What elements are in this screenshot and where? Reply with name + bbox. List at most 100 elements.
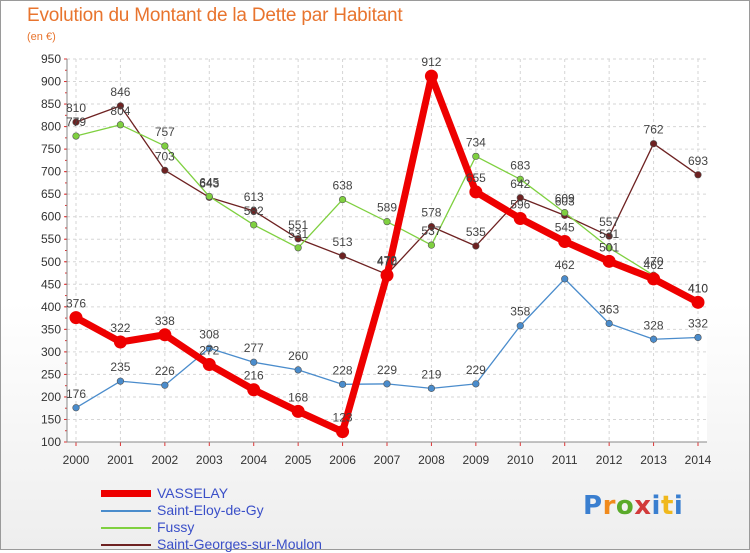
- data-point: [72, 404, 80, 412]
- data-point: [72, 118, 80, 126]
- data-label: 219: [421, 367, 441, 381]
- data-label: 804: [110, 104, 130, 118]
- data-label: 226: [155, 364, 175, 378]
- data-point: [205, 344, 213, 352]
- data-point: [516, 175, 524, 183]
- data-point: [336, 425, 350, 439]
- data-point: [472, 242, 480, 250]
- data-label: 277: [244, 341, 264, 355]
- y-tick-label: 900: [41, 75, 61, 89]
- data-point: [116, 377, 125, 385]
- data-label: 693: [688, 154, 708, 168]
- data-label: 638: [333, 179, 353, 193]
- data-point: [383, 380, 391, 388]
- data-label: 338: [155, 314, 175, 328]
- data-label: 557: [599, 215, 619, 229]
- data-label: 535: [466, 225, 486, 239]
- data-label: 846: [110, 85, 130, 99]
- data-label: 176: [66, 387, 86, 401]
- y-tick-label: 700: [41, 165, 61, 179]
- data-point: [338, 195, 347, 204]
- data-label: 470: [377, 254, 397, 268]
- data-label: 308: [199, 327, 219, 341]
- data-label: 531: [599, 227, 619, 241]
- data-point: [338, 252, 347, 260]
- legend-swatch: [101, 527, 151, 529]
- y-tick-label: 500: [41, 255, 61, 269]
- data-label: 613: [244, 190, 264, 204]
- data-point: [294, 366, 302, 374]
- data-point: [516, 322, 524, 330]
- data-label: 216: [244, 369, 264, 383]
- x-tick-label: 2010: [507, 453, 534, 467]
- data-label: 376: [66, 297, 86, 311]
- y-tick-label: 200: [41, 390, 61, 404]
- x-tick-label: 2003: [196, 453, 223, 467]
- data-label: 551: [288, 218, 308, 232]
- data-label: 757: [155, 125, 175, 139]
- data-label: 328: [644, 318, 664, 332]
- x-tick-label: 2005: [285, 453, 312, 467]
- y-tick-label: 400: [41, 300, 61, 314]
- legend-swatch: [101, 510, 151, 512]
- data-label: 260: [288, 349, 308, 363]
- data-point: [558, 234, 572, 248]
- axes: 100 150 200 250 300 350 400 450 500 550 600 650 700 7…: [41, 52, 712, 467]
- data-point: [605, 244, 613, 252]
- y-tick-label: 100: [41, 435, 61, 449]
- data-label: 322: [110, 321, 130, 335]
- data-label: 410: [688, 281, 708, 295]
- data-point: [427, 223, 436, 231]
- x-tick-label: 2001: [107, 453, 134, 467]
- data-point: [602, 254, 616, 268]
- data-label: 531: [288, 227, 308, 241]
- data-label: 462: [555, 258, 575, 272]
- x-tick-label: 2004: [240, 453, 267, 467]
- proxiti-logo: Proxiti: [583, 491, 683, 521]
- data-point: [380, 268, 394, 282]
- data-label: 762: [644, 123, 664, 137]
- data-point: [513, 212, 527, 226]
- data-point: [158, 328, 172, 342]
- logo-letter: P: [583, 491, 603, 521]
- data-point: [605, 232, 613, 240]
- data-point: [202, 357, 216, 371]
- data-label: 578: [421, 206, 441, 220]
- data-label: 609: [555, 192, 575, 206]
- data-label: 462: [644, 258, 664, 272]
- data-point: [472, 152, 480, 160]
- data-label: 501: [599, 240, 619, 254]
- data-label: 912: [421, 55, 441, 69]
- data-point: [694, 333, 702, 342]
- data-point: [647, 272, 661, 286]
- logo-letter: o: [615, 491, 635, 521]
- data-label: 228: [333, 363, 353, 377]
- data-label: 645: [199, 175, 219, 189]
- data-label: 603: [555, 194, 575, 208]
- legend-swatch: [101, 490, 151, 497]
- data-label: 643: [199, 176, 219, 190]
- y-tick-label: 750: [41, 142, 61, 156]
- data-label: 537: [421, 224, 441, 238]
- data-point: [561, 275, 569, 283]
- data-label: 703: [155, 149, 175, 163]
- data-point: [427, 241, 436, 249]
- data-label: 470: [644, 254, 664, 268]
- data-point: [250, 207, 258, 215]
- data-point: [161, 166, 169, 174]
- x-tick-label: 2012: [596, 453, 623, 467]
- data-label: 810: [66, 101, 86, 115]
- y-tick-label: 300: [41, 345, 61, 359]
- data-label: 683: [510, 158, 530, 172]
- data-label: 582: [244, 204, 264, 218]
- data-point: [561, 209, 569, 217]
- data-point: [250, 358, 258, 366]
- x-tick-label: 2008: [418, 453, 445, 467]
- data-label: 655: [466, 171, 486, 185]
- data-point: [205, 192, 213, 201]
- x-tick-label: 2006: [329, 453, 356, 467]
- data-label: 272: [199, 343, 219, 357]
- logo-letter: x: [634, 491, 652, 521]
